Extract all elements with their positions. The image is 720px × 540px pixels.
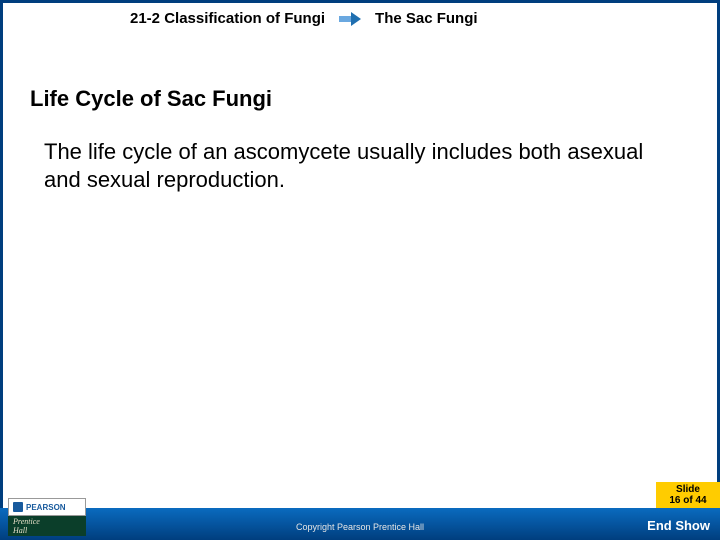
slide-total: 44 — [696, 495, 707, 506]
topic-label: The Sac Fungi — [375, 10, 478, 27]
arrow-right-icon — [339, 12, 361, 26]
slide-position: 16 of 44 — [669, 495, 706, 506]
publisher-logo: PEARSON Prentice Hall — [8, 498, 86, 536]
pearson-text: PEARSON — [26, 503, 66, 512]
slide-of: of — [683, 495, 692, 506]
ph-line1: Prentice — [13, 517, 40, 526]
pearson-logo: PEARSON — [8, 498, 86, 516]
slide-counter: Slide 16 of 44 — [656, 482, 720, 508]
slide-label: Slide — [676, 484, 700, 495]
ph-line2: Hall — [13, 526, 27, 535]
footer-bar: PEARSON Prentice Hall Copyright Pearson … — [0, 508, 720, 540]
end-show-button[interactable]: End Show — [647, 518, 710, 533]
chapter-label: 21-2 Classification of Fungi — [130, 10, 325, 27]
copyright-text: Copyright Pearson Prentice Hall — [296, 522, 424, 532]
section-title: Life Cycle of Sac Fungi — [30, 86, 272, 112]
slide-border — [0, 0, 720, 540]
prentice-hall-logo: Prentice Hall — [8, 516, 86, 536]
body-text: The life cycle of an ascomycete usually … — [44, 138, 680, 193]
slide-current: 16 — [669, 495, 680, 506]
pearson-mark-icon — [13, 502, 23, 512]
breadcrumb: 21-2 Classification of Fungi The Sac Fun… — [130, 10, 478, 27]
